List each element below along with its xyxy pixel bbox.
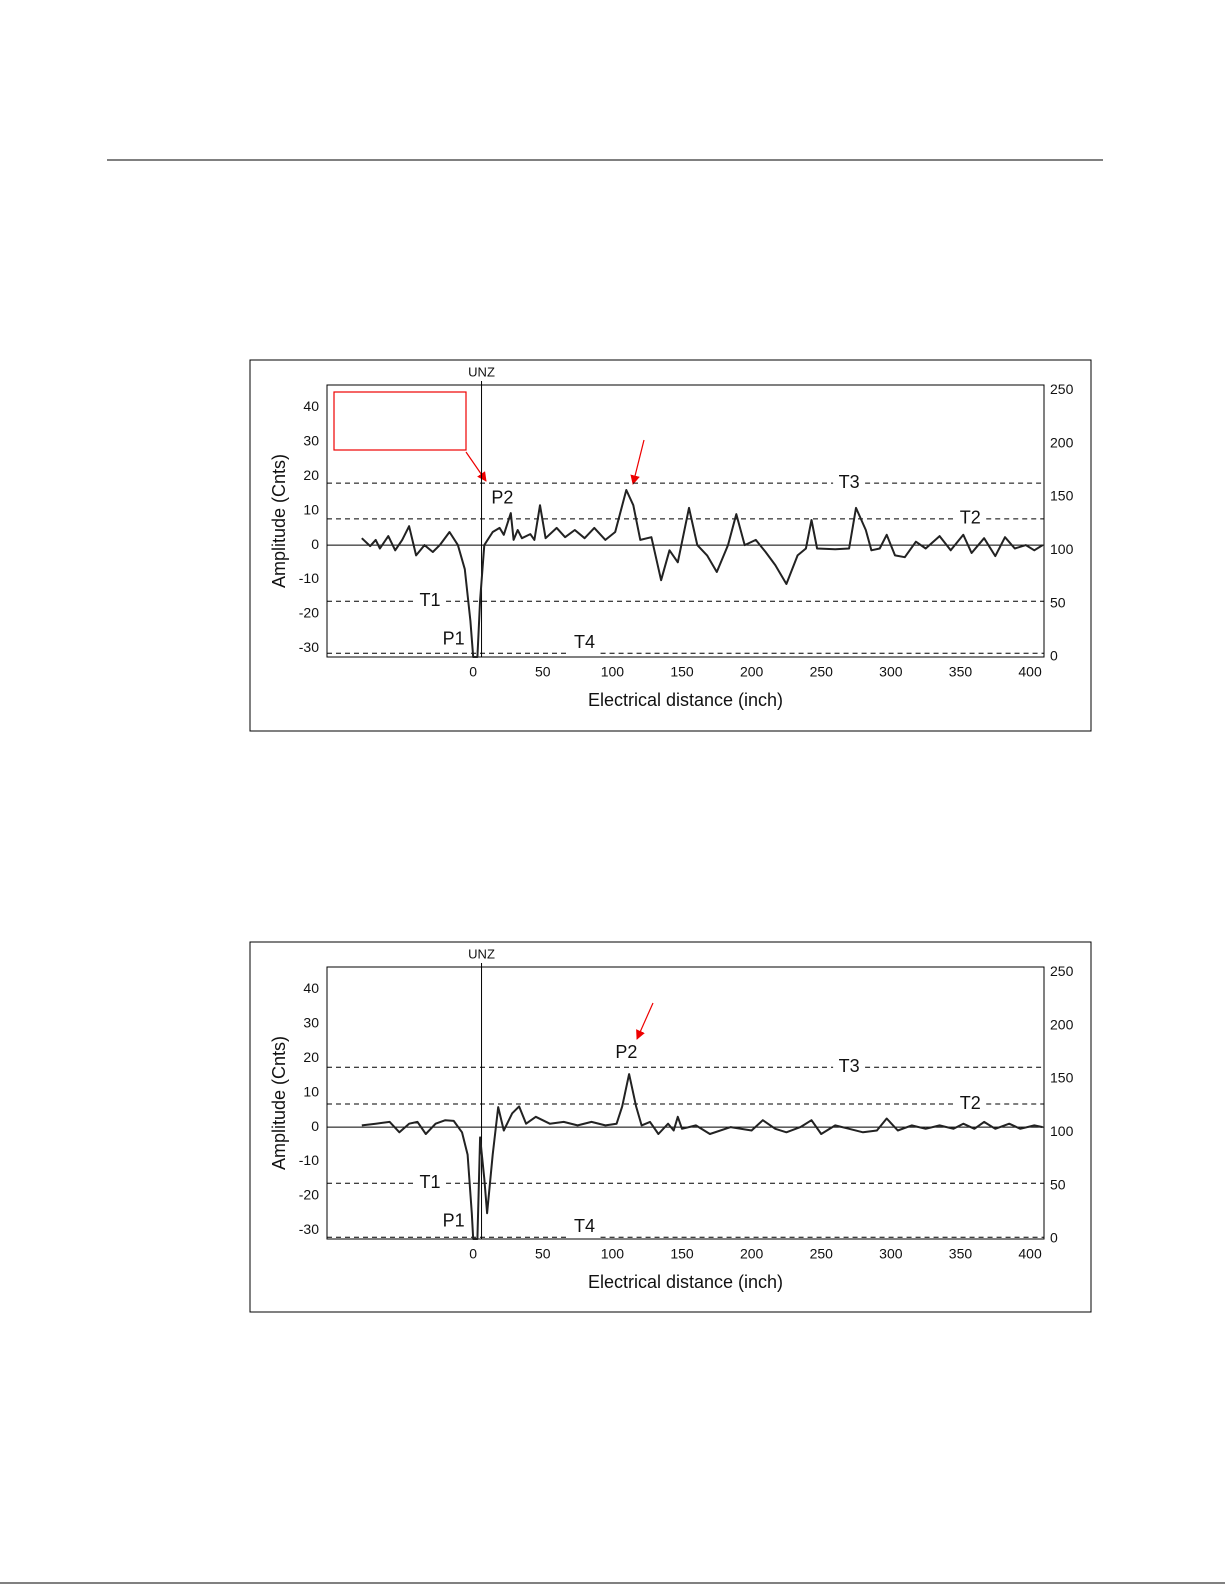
- y-tick-label: 40: [303, 980, 319, 996]
- figure-frame: [249, 941, 1092, 1313]
- peak-label: P1: [443, 1211, 465, 1231]
- y-tick-label: -20: [299, 1187, 319, 1203]
- y-tick-label: 0: [311, 1118, 319, 1134]
- x-tick-label: 350: [949, 664, 973, 680]
- x-tick-label: 300: [879, 1246, 903, 1262]
- threshold-label: T2: [960, 1093, 981, 1113]
- x-tick-label: 350: [949, 1246, 973, 1262]
- x-tick-label: 250: [810, 1246, 834, 1262]
- x-tick-label: 100: [601, 664, 625, 680]
- peak-label: P2: [615, 1042, 637, 1062]
- y-tick-label: -30: [299, 639, 319, 655]
- y-tick-label: -10: [299, 570, 319, 586]
- threshold-label: T4: [574, 632, 595, 652]
- y-tick-label: 40: [303, 398, 319, 414]
- plot-frame: [326, 966, 1045, 1240]
- y-tick-label: 0: [311, 536, 319, 552]
- y2-tick-label: 150: [1050, 1070, 1074, 1086]
- arrow: [636, 1002, 654, 1040]
- callout-box: [333, 391, 467, 451]
- y2-tick-label: 250: [1050, 963, 1074, 979]
- threshold-label: T2: [960, 508, 981, 528]
- y2-tick-label: 100: [1050, 1123, 1074, 1139]
- arrow: [630, 439, 645, 485]
- figure-frame: [249, 359, 1092, 732]
- peak-label: P1: [443, 629, 465, 649]
- threshold-label: T1: [420, 1172, 441, 1192]
- arrow: [465, 451, 487, 482]
- threshold-label: T3: [839, 472, 860, 492]
- y-tick-label: -10: [299, 1152, 319, 1168]
- y2-tick-label: 100: [1050, 541, 1074, 557]
- y2-tick-label: 50: [1050, 1176, 1066, 1192]
- x-tick-label: 100: [601, 1246, 625, 1262]
- x-tick-label: 400: [1018, 664, 1042, 680]
- y-tick-label: 10: [303, 501, 319, 517]
- y2-tick-label: 50: [1050, 594, 1066, 610]
- signal-line: [361, 489, 1044, 658]
- y-axis-label: Amplitude (Cnts): [269, 454, 289, 588]
- y2-tick-label: 200: [1050, 434, 1074, 450]
- x-axis-label: Electrical distance (inch): [588, 1272, 783, 1292]
- unz-label: UNZ: [468, 946, 495, 961]
- y-tick-label: 30: [303, 1015, 319, 1031]
- peak-label: P2: [491, 487, 513, 507]
- x-tick-label: 150: [670, 1246, 694, 1262]
- y-tick-label: 10: [303, 1083, 319, 1099]
- x-tick-label: 200: [740, 1246, 764, 1262]
- x-tick-label: 150: [670, 664, 694, 680]
- y2-tick-label: 150: [1050, 488, 1074, 504]
- y-tick-label: -30: [299, 1221, 319, 1237]
- x-tick-label: 400: [1018, 1246, 1042, 1262]
- y2-tick-label: 250: [1050, 381, 1074, 397]
- y-tick-label: 30: [303, 433, 319, 449]
- y-tick-label: 20: [303, 467, 319, 483]
- y2-tick-label: 0: [1050, 1230, 1058, 1246]
- y-tick-label: -20: [299, 605, 319, 621]
- x-tick-label: 250: [810, 664, 834, 680]
- unz-label: UNZ: [468, 364, 495, 379]
- threshold-label: T4: [574, 1216, 595, 1236]
- x-tick-label: 200: [740, 664, 764, 680]
- plot-frame: [326, 384, 1045, 658]
- signal-line: [361, 1073, 1043, 1240]
- threshold-label: T1: [420, 590, 441, 610]
- threshold-label: T3: [839, 1056, 860, 1076]
- x-tick-label: 50: [535, 664, 551, 680]
- x-tick-label: 50: [535, 1246, 551, 1262]
- y2-tick-label: 0: [1050, 648, 1058, 664]
- x-tick-label: 0: [469, 1246, 477, 1262]
- x-tick-label: 0: [469, 664, 477, 680]
- y2-tick-label: 200: [1050, 1016, 1074, 1032]
- y-axis-label: Amplitude (Cnts): [269, 1036, 289, 1170]
- y-tick-label: 20: [303, 1049, 319, 1065]
- x-axis-label: Electrical distance (inch): [588, 690, 783, 710]
- x-tick-label: 300: [879, 664, 903, 680]
